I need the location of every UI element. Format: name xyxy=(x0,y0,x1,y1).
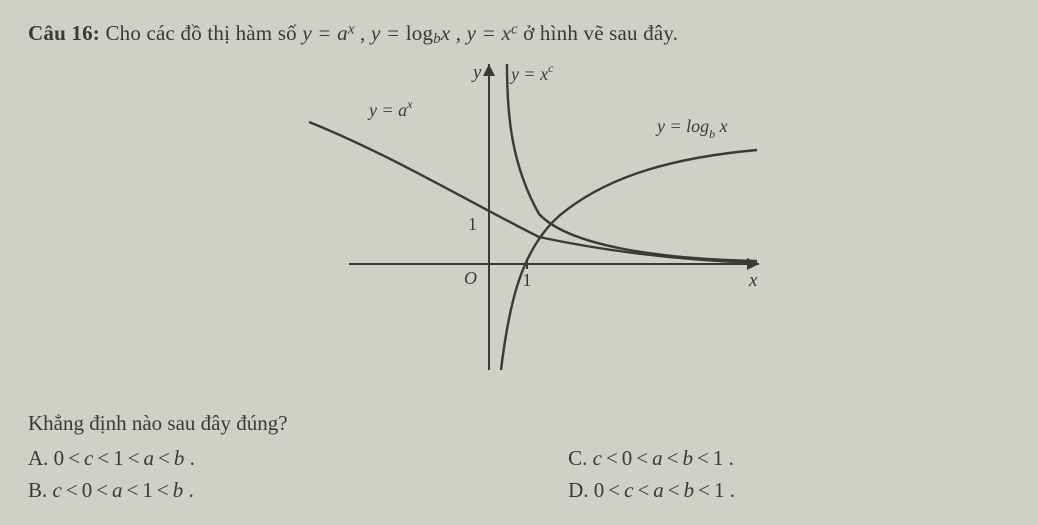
origin-label: O xyxy=(464,268,477,288)
y-axis-arrow xyxy=(483,64,495,76)
choices: A. 0<c<1<a<b . B. c<0<a<1<b . C. c<0<a<b… xyxy=(28,442,1010,507)
formula-3: y = xc xyxy=(467,21,524,45)
x-axis-label: x xyxy=(748,270,758,291)
choice-d-label: D. xyxy=(568,478,588,502)
choice-b[interactable]: B. c<0<a<1<b . xyxy=(28,474,568,507)
choice-a-math: 0<c<1<a<b xyxy=(54,446,190,470)
formula-2: y = logbx xyxy=(371,21,456,45)
curve-a-label: y = ax xyxy=(367,97,413,120)
prompt: Khẳng định nào sau đây đúng? xyxy=(28,411,1010,436)
choice-d-math: 0<c<a<b<1 xyxy=(594,478,730,502)
figure: 1 1 O y x y = ax y = xc y = logb x xyxy=(28,54,1010,384)
curve-c-label: y = xc xyxy=(509,61,554,84)
stem-suffix: ở hình vẽ sau đây. xyxy=(523,21,678,45)
choice-d[interactable]: D. 0<c<a<b<1 . xyxy=(568,474,1010,507)
choices-col-right: C. c<0<a<b<1 . D. 0<c<a<b<1 . xyxy=(568,442,1010,507)
choice-c-math: c<0<a<b<1 xyxy=(593,446,729,470)
x-tick-1-label: 1 xyxy=(523,270,532,290)
formula-1: y = ax xyxy=(302,21,360,45)
question-number: Câu 16: xyxy=(28,21,100,45)
figure-svg: 1 1 O y x y = ax y = xc y = logb x xyxy=(239,54,799,384)
choice-a[interactable]: A. 0<c<1<a<b . xyxy=(28,442,568,475)
choice-c-label: C. xyxy=(568,446,587,470)
answer-block: Khẳng định nào sau đây đúng? A. 0<c<1<a<… xyxy=(28,411,1010,507)
choice-b-label: B. xyxy=(28,478,47,502)
choices-col-left: A. 0<c<1<a<b . B. c<0<a<1<b . xyxy=(28,442,568,507)
page-root: Câu 16: Cho các đồ thị hàm số y = ax , y… xyxy=(0,0,1038,525)
y-1-label: 1 xyxy=(468,214,477,234)
stem-prefix: Cho các đồ thị hàm số xyxy=(105,21,302,45)
choice-b-math: c<0<a<1<b xyxy=(53,478,189,502)
choice-c[interactable]: C. c<0<a<b<1 . xyxy=(568,442,1010,475)
y-axis-label: y xyxy=(471,62,482,83)
choice-a-label: A. xyxy=(28,446,48,470)
curve-a xyxy=(309,122,757,263)
question-stem: Câu 16: Cho các đồ thị hàm số y = ax , y… xyxy=(28,18,1010,50)
curve-b-label: y = logb x xyxy=(655,116,728,141)
